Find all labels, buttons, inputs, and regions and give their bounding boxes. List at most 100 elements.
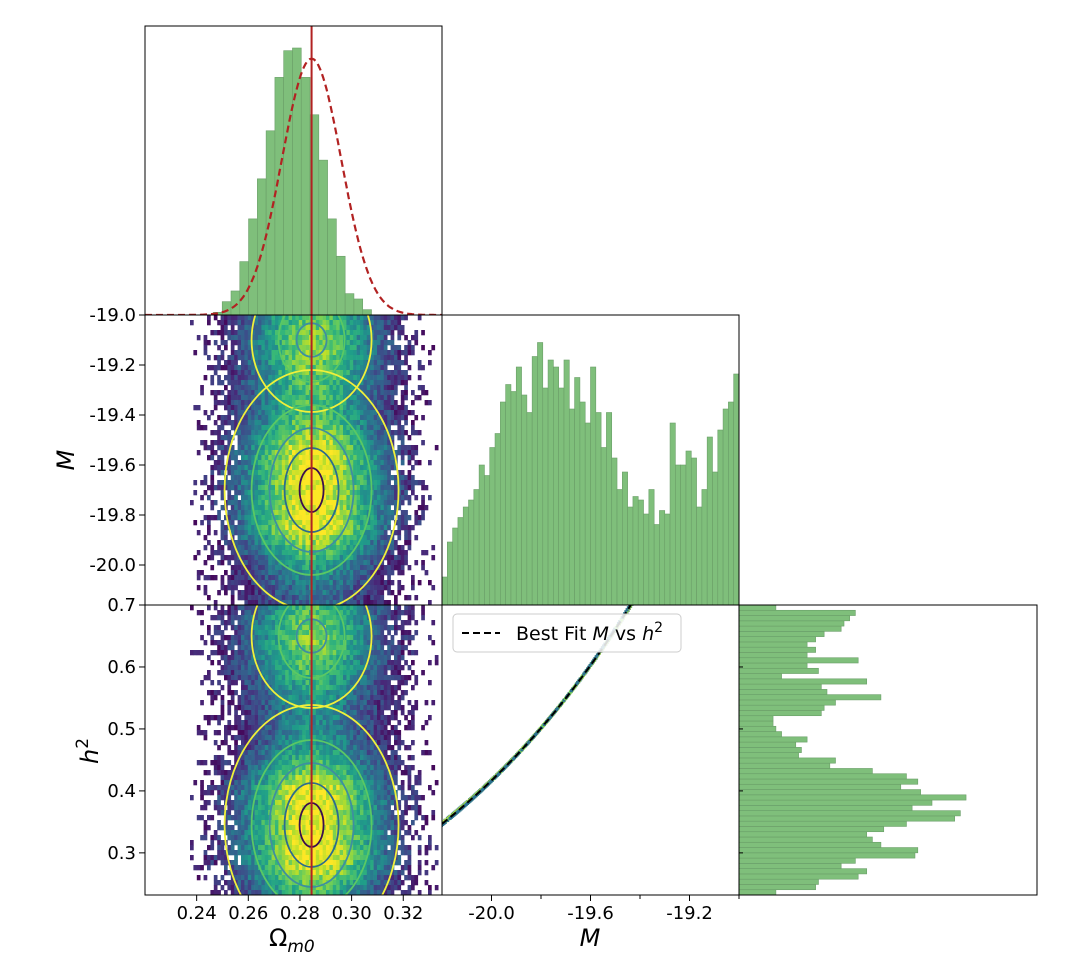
omega-vs-h2-cell	[400, 640, 405, 646]
omega-vs-M-cell	[370, 430, 374, 436]
omega-vs-M-cell	[278, 540, 283, 546]
omega-vs-h2-cell	[400, 705, 405, 711]
omega-vs-h2-cell	[312, 735, 317, 741]
omega-vs-M-cell	[295, 480, 300, 486]
omega-vs-M-cell	[349, 365, 354, 371]
omega-vs-M-cell	[285, 340, 289, 346]
omega-vs-M-cell	[383, 370, 388, 376]
omega-vs-M-cell	[332, 560, 337, 566]
omega-vs-M-cell	[292, 400, 296, 406]
omega-vs-h2-cell	[312, 685, 317, 691]
omega-vs-M-cell	[356, 505, 361, 511]
omega-vs-h2-cell	[241, 635, 245, 641]
omega-vs-M-cell	[247, 510, 252, 516]
omega-vs-h2-cell	[370, 730, 374, 736]
omega-vs-h2-cell	[394, 615, 398, 621]
omega-vs-h2-cell	[312, 630, 317, 636]
omega-vs-M-cell	[230, 510, 235, 516]
omega-vs-M-cell	[298, 565, 303, 571]
omega-vs-M-cell	[298, 505, 303, 511]
omega-vs-M-cell	[281, 580, 286, 586]
omega-vs-M-cell	[213, 340, 218, 346]
omega-vs-M-cell	[387, 495, 391, 501]
omega-vs-M-cell	[428, 460, 432, 466]
omega-vs-M-cell	[298, 335, 303, 341]
omega-vs-h2-cell	[271, 730, 276, 736]
omega-vs-M-cell	[360, 445, 364, 451]
omega-vs-h2-cell	[217, 680, 221, 686]
omega-vs-M-cell	[234, 580, 238, 586]
omega-vs-M-cell	[298, 585, 303, 591]
omega-vs-M-cell	[305, 430, 310, 436]
omega-vs-h2-cell	[315, 715, 320, 721]
omega-vs-M-cell	[353, 425, 357, 431]
omega-vs-M-cell	[234, 480, 238, 486]
omega-vs-M-cell	[397, 365, 402, 371]
omega-vs-h2-cell	[397, 610, 402, 616]
omega-vs-M-cell	[285, 465, 289, 471]
omega-vs-M-cell	[336, 325, 340, 331]
omega-vs-M-cell	[363, 425, 368, 431]
omega-vs-M-cell	[343, 360, 347, 366]
omega-vs-h2-cell	[224, 610, 228, 616]
omega-vs-h2-cell	[349, 655, 354, 661]
omega-vs-h2-cell	[254, 630, 259, 636]
omega-vs-M-cell	[394, 390, 398, 396]
omega-vs-h2-cell	[387, 740, 391, 746]
omega-vs-M-cell	[244, 340, 249, 346]
omega-vs-M-cell	[288, 565, 293, 571]
omega-vs-M-cell	[366, 560, 371, 566]
omega-vs-M-cell	[247, 395, 252, 401]
omega-vs-M-cell	[346, 380, 351, 386]
omega-vs-M-cell	[271, 410, 276, 416]
omega-vs-h2-cell	[343, 610, 347, 616]
omega-vs-M-cell	[244, 435, 249, 441]
omega-vs-h2-cell	[258, 660, 262, 666]
omega-vs-M-cell	[275, 540, 279, 546]
omega-vs-M-cell	[251, 335, 255, 341]
omega-vs-M-cell	[247, 425, 252, 431]
omega-vs-h2-cell	[244, 680, 249, 686]
omega-vs-h2-cell	[332, 635, 337, 641]
omega-vs-M-cell	[346, 325, 351, 331]
omega-vs-h2-cell	[315, 665, 320, 671]
omega-vs-h2-cell	[312, 660, 317, 666]
omega-vs-M-cell	[356, 575, 361, 581]
omega-vs-M-cell	[213, 550, 218, 556]
omega-vs-M-cell	[377, 405, 381, 411]
omega-vs-M-cell	[285, 425, 289, 431]
omega-vs-M-cell	[326, 480, 330, 486]
omega-vs-M-cell	[315, 490, 320, 496]
omega-vs-M-cell	[428, 580, 432, 586]
omega-vs-h2-cell	[247, 650, 252, 656]
omega-vs-M-cell	[356, 545, 361, 551]
omega-vs-M-cell	[295, 395, 300, 401]
omega-vs-M-cell	[380, 430, 385, 436]
omega-vs-h2-cell	[268, 715, 272, 721]
omega-vs-h2-cell	[397, 735, 402, 741]
omega-vs-M-cell	[210, 450, 215, 456]
omega-vs-M-cell	[281, 320, 286, 326]
omega-vs-M-cell	[203, 445, 208, 451]
omega-vs-M-cell	[292, 550, 296, 556]
omega-vs-M-cell	[322, 350, 327, 356]
omega-vs-h2-cell	[383, 660, 388, 666]
omega-vs-h2-cell	[298, 635, 303, 641]
omega-vs-M-cell	[196, 425, 201, 431]
omega-vs-M-cell	[343, 560, 347, 566]
omega-vs-h2-cell	[292, 730, 296, 736]
omega-vs-M-cell	[295, 485, 300, 491]
omega-vs-h2-cell	[377, 680, 381, 686]
omega-vs-M-cell	[237, 510, 242, 516]
omega-vs-M-cell	[322, 380, 327, 386]
omega-vs-M-cell	[353, 580, 357, 586]
omega-vs-M-cell	[251, 415, 255, 421]
omega-vs-h2-cell	[241, 670, 245, 676]
omega-vs-M-cell	[387, 370, 391, 376]
omega-vs-h2-cell	[305, 730, 310, 736]
omega-vs-M-cell	[254, 490, 259, 496]
omega-vs-M-cell	[319, 380, 323, 386]
omega-vs-h2-cell	[227, 750, 232, 756]
omega-vs-h2-cell	[339, 610, 344, 616]
omega-vs-h2-cell	[220, 620, 225, 626]
